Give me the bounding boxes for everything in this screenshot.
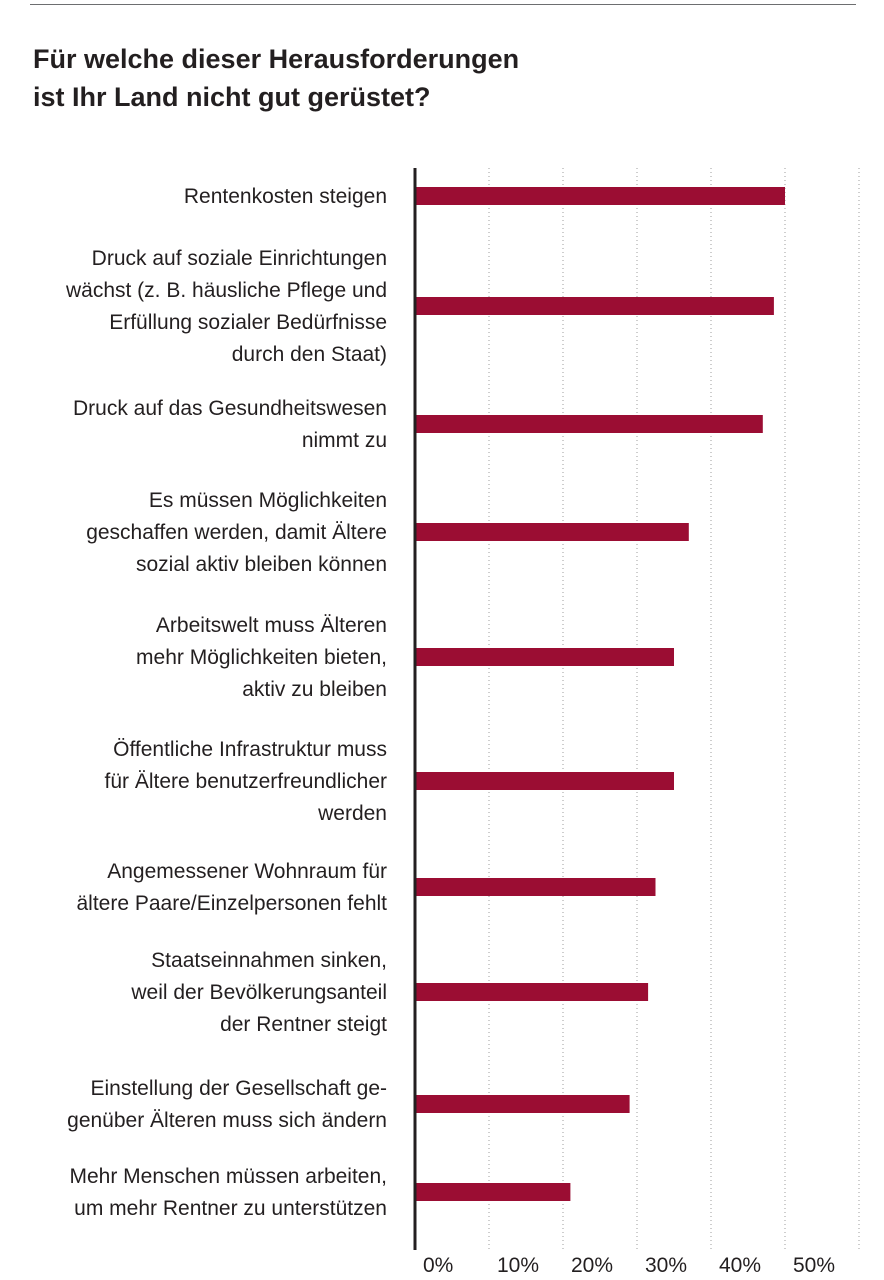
category-label: geschaffen werden, damit Ältere (86, 521, 387, 544)
top-rule (30, 4, 856, 5)
bar (415, 648, 674, 666)
category-label: Staatseinnahmen sinken, (151, 949, 387, 972)
category-label: sozial aktiv bleiben können (136, 553, 387, 576)
bar (415, 187, 785, 205)
chart-title-line-2: ist Ihr Land nicht gut gerüstet? (33, 82, 431, 112)
category-label: Erfüllung sozialer Bedürfnisse (109, 311, 387, 334)
category-label: wächst (z. B. häusliche Pflege und (65, 279, 387, 302)
category-label: durch den Staat) (232, 343, 387, 366)
category-label: Es müssen Möglichkeiten (149, 489, 387, 512)
category-label: mehr Möglichkeiten bieten, (136, 646, 387, 669)
x-tick-label: 0% (423, 1254, 453, 1277)
bar (415, 878, 656, 896)
bar (415, 1183, 571, 1201)
x-tick-label: 10% (497, 1254, 539, 1277)
category-label: ältere Paare/Einzelpersonen fehlt (76, 892, 387, 915)
x-tick-label: 50% (793, 1254, 835, 1277)
category-label: nimmt zu (302, 429, 387, 452)
category-label: werden (317, 802, 387, 825)
category-label: der Rentner steigt (220, 1013, 387, 1036)
category-label: genüber Älteren muss sich ändern (67, 1109, 387, 1132)
category-label: Mehr Menschen müssen arbeiten, (70, 1165, 388, 1188)
chart-title: Für welche dieser Herausforderungen ist … (33, 40, 833, 116)
category-label: Druck auf das Gesundheitswesen (73, 397, 387, 420)
bar (415, 297, 774, 315)
x-tick-label: 40% (719, 1254, 761, 1277)
category-label: Druck auf soziale Einrichtungen (92, 247, 387, 270)
category-label: Angemessener Wohnraum für (107, 860, 387, 883)
category-label: aktiv zu bleiben (242, 678, 387, 701)
chart-title-line-1: Für welche dieser Herausforderungen (33, 44, 520, 74)
category-label: Einstellung der Gesellschaft ge- (91, 1077, 388, 1100)
x-tick-label: 20% (571, 1254, 613, 1277)
category-label: Rentenkosten steigen (184, 185, 387, 208)
category-label: Arbeitswelt muss Älteren (156, 614, 387, 637)
bar (415, 772, 674, 790)
category-label: um mehr Rentner zu unterstützen (74, 1197, 387, 1220)
category-label: weil der Bevölkerungsanteil (130, 981, 387, 1004)
bar (415, 523, 689, 541)
x-tick-label: 30% (645, 1254, 687, 1277)
category-label: für Ältere benutzerfreundlicher (105, 770, 388, 793)
bar (415, 1095, 630, 1113)
bar (415, 415, 763, 433)
category-label: Öffentliche Infrastruktur muss (113, 738, 387, 761)
bar (415, 983, 649, 1001)
